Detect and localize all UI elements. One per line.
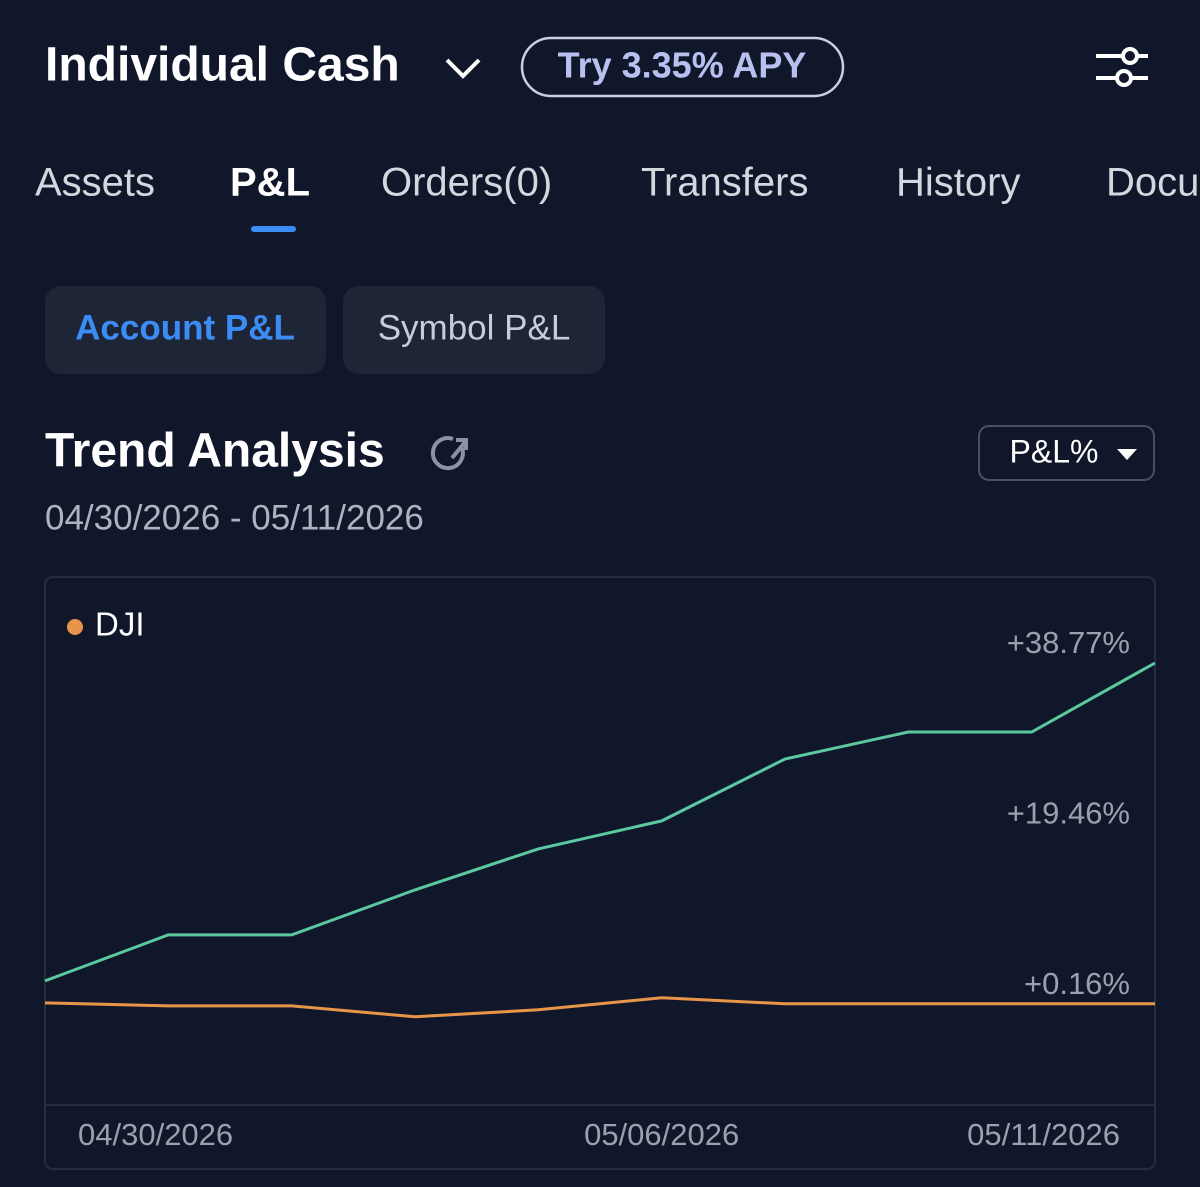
legend-swatch bbox=[67, 619, 83, 635]
series-line bbox=[44, 661, 1156, 983]
dropdown-icon[interactable] bbox=[445, 58, 481, 79]
tab[interactable]: Docu bbox=[1106, 161, 1199, 205]
tab[interactable]: Orders(0) bbox=[381, 161, 552, 205]
promo-pill[interactable] bbox=[520, 36, 845, 98]
y-tick-label: +0.16% bbox=[1024, 966, 1130, 1001]
tab-indicator bbox=[251, 226, 296, 232]
metric-select[interactable] bbox=[978, 425, 1155, 481]
subtab-label[interactable]: Account P&L bbox=[75, 308, 295, 347]
metric-select-label[interactable]: P&L% bbox=[1010, 433, 1099, 469]
settings-icon[interactable] bbox=[1096, 47, 1148, 87]
x-tick-label: 05/11/2026 bbox=[967, 1117, 1120, 1152]
section-title: Trend Analysis bbox=[45, 425, 385, 478]
share-icon[interactable] bbox=[430, 436, 468, 471]
y-tick-label: +19.46% bbox=[1007, 796, 1130, 831]
tab[interactable]: Transfers bbox=[641, 161, 808, 205]
subtab-label[interactable]: Symbol P&L bbox=[378, 308, 571, 347]
account-title[interactable]: Individual Cash bbox=[45, 39, 400, 92]
date-range: 04/30/2026 - 05/11/2026 bbox=[45, 498, 424, 537]
promo-text[interactable]: Try 3.35% APY bbox=[558, 45, 807, 86]
select-arrow[interactable] bbox=[1117, 449, 1137, 460]
x-tick-label: 04/30/2026 bbox=[78, 1117, 233, 1152]
y-tick-label: +38.77% bbox=[1007, 625, 1130, 660]
x-tick-label: 05/06/2026 bbox=[584, 1117, 739, 1152]
series-line bbox=[44, 996, 1155, 1019]
subtab-active[interactable] bbox=[45, 286, 326, 374]
legend-label: DJI bbox=[95, 606, 145, 643]
tab[interactable]: Assets bbox=[35, 161, 155, 205]
chart-frame bbox=[44, 576, 1156, 1170]
subtab[interactable] bbox=[343, 286, 605, 374]
tab[interactable]: P&L bbox=[230, 161, 310, 205]
tab[interactable]: History bbox=[896, 161, 1020, 205]
